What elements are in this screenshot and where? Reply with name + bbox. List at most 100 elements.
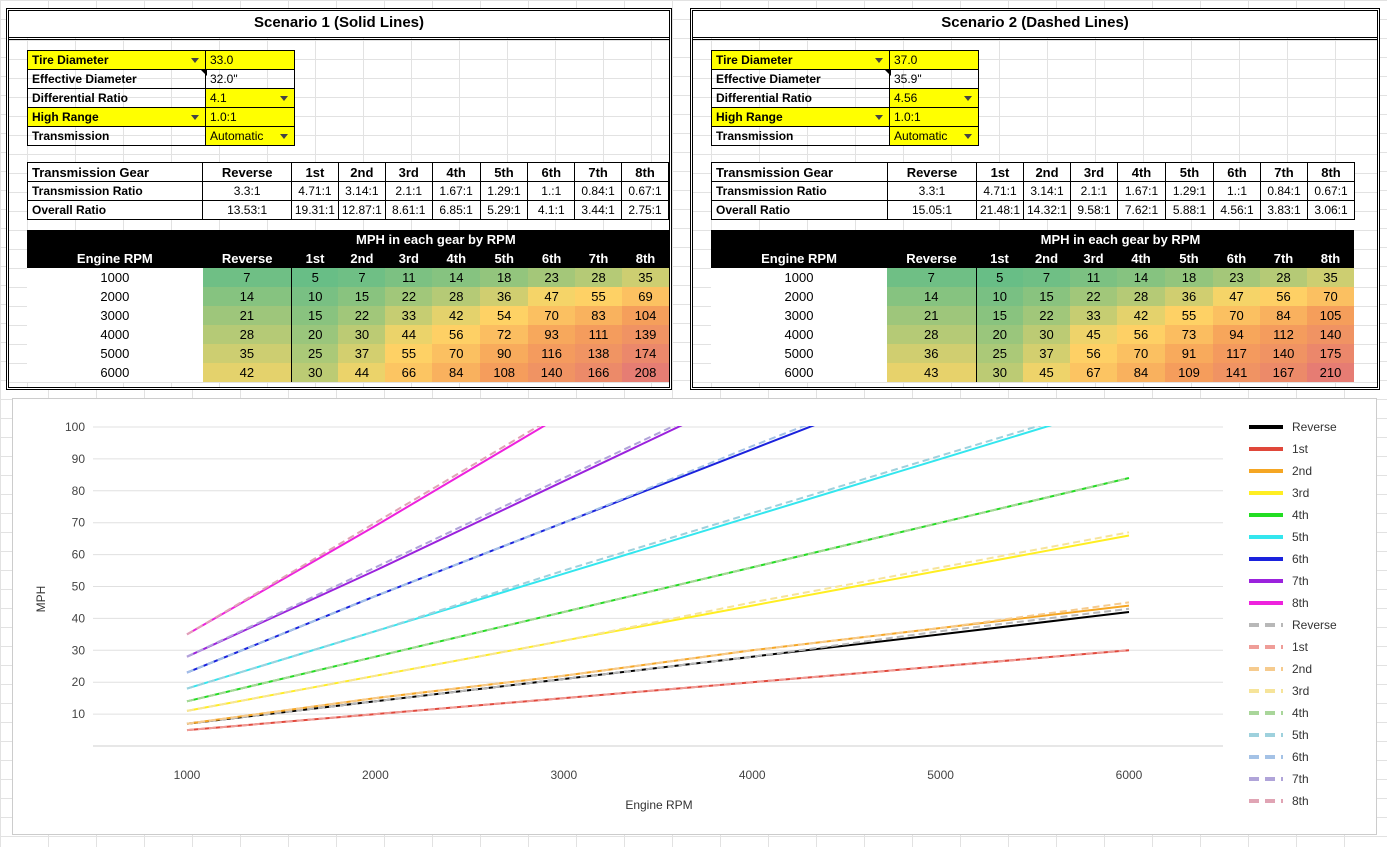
- setting-value[interactable]: 1.0:1: [205, 107, 295, 127]
- mph-cell: 109: [1165, 363, 1213, 382]
- setting-value-text: 1.0:1: [894, 110, 921, 124]
- gear-header-cell: 3rd: [384, 162, 433, 182]
- dropdown-arrow-icon[interactable]: [875, 58, 883, 63]
- legend-label: 1st: [1292, 442, 1309, 456]
- gear-ratio-cell: 15.05:1: [887, 200, 977, 220]
- mph-cell: 15: [338, 287, 386, 306]
- gear-ratio-cell: 4.71:1: [290, 181, 339, 201]
- setting-value[interactable]: 37.0: [889, 50, 979, 70]
- setting-value[interactable]: 4.56: [889, 88, 979, 108]
- mph-cell: 69: [622, 287, 669, 306]
- comment-marker-icon[interactable]: [885, 70, 891, 76]
- mph-cell: 138: [575, 344, 622, 363]
- mph-cell: 30: [338, 325, 386, 344]
- gear-row: Overall Ratio 15.05:1 21.48:1 14.32:1 9.58:1…: [711, 200, 1355, 220]
- gear-header-row: Transmission Gear Reverse 1st 2nd 3rd 4th 5th 6…: [26, 162, 669, 182]
- mph-cell: 54: [480, 306, 529, 325]
- y-tick-label: 70: [72, 516, 86, 530]
- dropdown-arrow-icon[interactable]: [964, 134, 972, 139]
- mph-cell: 42: [432, 306, 481, 325]
- mph-gear-header: 6th: [1213, 249, 1260, 268]
- setting-value[interactable]: 1.0:1: [889, 107, 979, 127]
- series-line-5th-dashed: [186, 426, 1042, 690]
- rpm-cell: 3000: [711, 306, 887, 325]
- mph-row: 4000 28 20 30 45 56 73 94 112 140: [711, 325, 1354, 344]
- mph-cell: 14: [887, 287, 976, 306]
- gear-header-cell: Reverse: [202, 162, 292, 182]
- mph-cell: 47: [528, 287, 576, 306]
- dropdown-arrow-icon[interactable]: [191, 115, 199, 120]
- setting-label: Transmission: [711, 126, 890, 146]
- legend-label: 4th: [1292, 508, 1309, 522]
- mph-cell: 112: [1260, 325, 1307, 344]
- mph-cell: 30: [975, 363, 1023, 382]
- series-line-6th-solid: [186, 426, 815, 674]
- x-tick-label: 3000: [550, 768, 577, 782]
- gear-row-label: Overall Ratio: [26, 200, 204, 220]
- gear-ratio-cell: 2.1:1: [384, 181, 433, 201]
- mph-row: 3000 21 15 22 33 42 55 70 84 105: [711, 306, 1354, 325]
- setting-row: Effective Diameter 32.0": [27, 69, 295, 89]
- gear-ratio-cell: 3.44:1: [574, 200, 623, 220]
- comment-marker-icon[interactable]: [201, 70, 207, 76]
- mph-row: 6000 43 30 45 67 84 109 141 167 210: [711, 363, 1354, 382]
- mph-cell: 93: [528, 325, 576, 344]
- setting-label-text: Transmission: [32, 129, 110, 143]
- mph-table: MPH in each gear by RPM Engine RPM Reverse…: [27, 230, 669, 382]
- y-tick-label: 10: [72, 707, 86, 721]
- series-line-reverse-dashed: [186, 607, 1130, 725]
- legend-label: 3rd: [1292, 486, 1309, 500]
- dropdown-arrow-icon[interactable]: [191, 58, 199, 63]
- mph-cell: 45: [1023, 363, 1070, 382]
- mph-header-row: Engine RPM Reverse 1st 2nd 3rd 4th 5th 6th 7th 8t…: [711, 249, 1354, 268]
- legend-label: Reverse: [1292, 618, 1337, 632]
- gear-ratio-cell: 1.29:1: [479, 181, 529, 201]
- gear-header-cell: 5th: [479, 162, 529, 182]
- gear-header-cell: 6th: [527, 162, 576, 182]
- setting-value: 35.9": [885, 69, 979, 89]
- dropdown-arrow-icon[interactable]: [875, 115, 883, 120]
- mph-cell: 15: [975, 306, 1023, 325]
- setting-label[interactable]: High Range: [711, 107, 890, 127]
- setting-value-text: 33.0: [210, 53, 234, 67]
- mph-cell: 5: [975, 268, 1023, 287]
- setting-value[interactable]: 33.0: [205, 50, 295, 70]
- setting-value[interactable]: Automatic: [889, 126, 979, 146]
- gear-header-cell: 5th: [1165, 162, 1214, 182]
- y-tick-label: 40: [72, 611, 86, 625]
- gear-ratio-cell: 3.3:1: [202, 181, 292, 201]
- mph-cell: 22: [338, 306, 386, 325]
- mph-cell: 111: [575, 325, 622, 344]
- legend-label: Reverse: [1292, 420, 1337, 434]
- setting-label[interactable]: Tire Diameter: [711, 50, 890, 70]
- mph-cell: 91: [1165, 344, 1213, 363]
- rpm-cell: 1000: [711, 268, 887, 287]
- gear-ratio-cell: 0.84:1: [574, 181, 623, 201]
- mph-row: 3000 21 15 22 33 42 54 70 83 104: [27, 306, 669, 325]
- setting-label[interactable]: Tire Diameter: [27, 50, 206, 70]
- mph-cell: 14: [1117, 268, 1165, 287]
- setting-label-text: Transmission: [716, 129, 794, 143]
- setting-value-text: 4.56: [894, 91, 918, 105]
- gear-ratio-cell: 13.53:1: [202, 200, 292, 220]
- setting-label[interactable]: High Range: [27, 107, 206, 127]
- gear-ratio-table: Transmission Gear Reverse 1st 2nd 3rd 4th 5th 6…: [711, 162, 1355, 220]
- mph-gear-header: 8th: [622, 249, 669, 268]
- dropdown-arrow-icon[interactable]: [964, 96, 972, 101]
- rpm-cell: 3000: [27, 306, 203, 325]
- rpm-cell: 2000: [27, 287, 203, 306]
- gear-ratio-cell: 0.67:1: [1307, 181, 1355, 201]
- setting-value[interactable]: 4.1: [205, 88, 295, 108]
- setting-row: Tire Diameter 37.0: [711, 50, 979, 70]
- setting-value[interactable]: Automatic: [205, 126, 295, 146]
- scenario-title: Scenario 1 (Solid Lines): [253, 14, 425, 31]
- setting-label: Differential Ratio: [711, 88, 890, 108]
- dropdown-arrow-icon[interactable]: [280, 96, 288, 101]
- setting-label-text: Tire Diameter: [32, 53, 109, 67]
- mph-cell: 108: [480, 363, 529, 382]
- mph-cell: 18: [480, 268, 529, 287]
- dropdown-arrow-icon[interactable]: [280, 134, 288, 139]
- y-tick-label: 50: [72, 580, 86, 594]
- mph-header-row: Engine RPM Reverse 1st 2nd 3rd 4th 5th 6th 7th 8t…: [27, 249, 669, 268]
- gear-ratio-cell: 4.1:1: [527, 200, 576, 220]
